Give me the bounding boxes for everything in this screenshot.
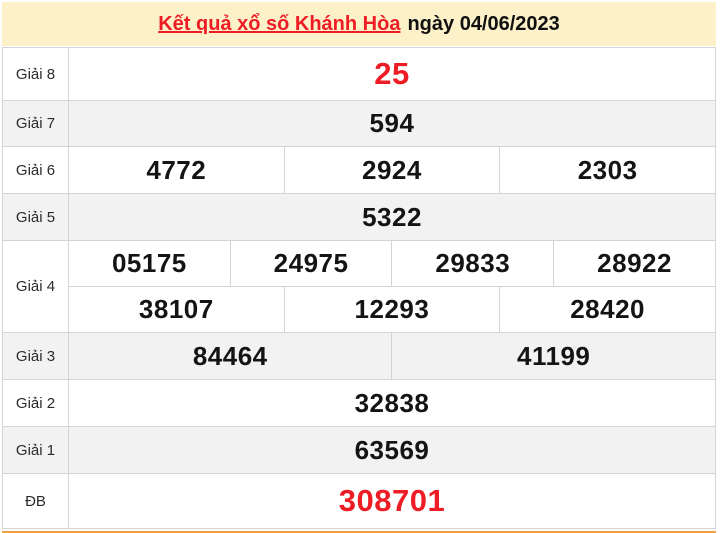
prize-row-6: Giải 6 4772 2924 2303	[2, 146, 716, 194]
prize-value: 32838	[68, 379, 716, 427]
prize-label: Giải 2	[2, 379, 69, 427]
prize-value: 2303	[499, 146, 716, 194]
prize-value: 24975	[229, 240, 393, 287]
prize-value: 4772	[68, 146, 285, 194]
prize-value: 2924	[283, 146, 501, 194]
prize-row-db: ĐB 308701	[2, 473, 716, 529]
prize-row-5: Giải 5 5322	[2, 193, 716, 241]
prize-row-4b: 38107 12293 28420	[3, 286, 716, 333]
prize-value: 28922	[553, 240, 716, 287]
prize-label: Giải 4	[2, 240, 69, 333]
prize-label: Giải 7	[2, 100, 69, 147]
prize-value: 25	[68, 47, 716, 101]
prize-row-4a: Giải 4 05175 24975 29833 28922	[2, 240, 716, 333]
results-header: Kết quả xổ số Khánh Hòa ngày 04/06/2023	[2, 2, 716, 46]
prize-value: 594	[68, 100, 716, 147]
results-table: Giải 8 25 Giải 7 594 Giải 6 4772 2924 23…	[2, 47, 716, 529]
prize-value: 12293	[283, 286, 501, 333]
prize-value: 05175	[68, 240, 231, 287]
prize-label: Giải 5	[2, 193, 69, 241]
prize-value: 63569	[68, 426, 716, 474]
prize-row-8: Giải 8 25	[2, 47, 716, 101]
prize-value: 38107	[68, 286, 285, 333]
prize-row-3: Giải 3 84464 41199	[2, 332, 716, 380]
prize-label: Giải 1	[2, 426, 69, 474]
prize-value: 29833	[391, 240, 555, 287]
prize-row-1: Giải 1 63569	[2, 426, 716, 474]
prize-value: 84464	[67, 332, 393, 380]
lottery-title-link[interactable]: Kết quả xổ số Khánh Hòa	[158, 12, 401, 35]
prize-value: 5322	[68, 193, 716, 241]
prize-label: Giải 6	[2, 146, 69, 194]
prize-label: Giải 8	[2, 47, 69, 101]
prize-value: 28420	[499, 286, 716, 333]
bottom-accent-bar	[2, 531, 716, 533]
draw-date-text: ngày 04/06/2023	[407, 12, 560, 35]
prize-value: 308701	[68, 473, 716, 529]
prize-label: Giải 3	[2, 332, 69, 380]
prize-label: ĐB	[2, 473, 69, 529]
prize-value: 41199	[391, 332, 716, 380]
prize-row-7: Giải 7 594	[2, 100, 716, 147]
prize-row-2: Giải 2 32838	[2, 379, 716, 427]
